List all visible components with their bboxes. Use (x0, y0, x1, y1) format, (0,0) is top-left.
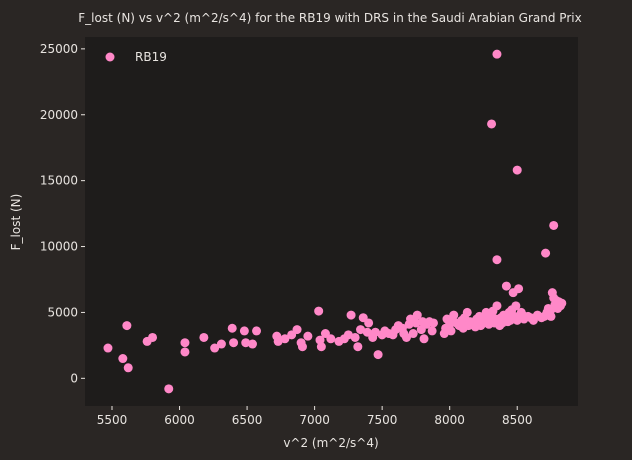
data-point (462, 307, 472, 317)
data-point (427, 326, 437, 336)
data-point (297, 342, 307, 352)
data-points (103, 49, 567, 394)
data-point (227, 323, 237, 333)
data-point (118, 354, 128, 364)
data-point (541, 248, 551, 258)
data-point (180, 347, 190, 357)
data-point (210, 343, 220, 353)
y-tick-label: 20000 (40, 108, 78, 122)
data-point (280, 334, 290, 344)
data-point (557, 298, 567, 308)
data-point (549, 220, 559, 230)
data-point (303, 331, 313, 341)
data-point (419, 334, 429, 344)
data-point (370, 327, 380, 337)
data-point (273, 336, 283, 346)
data-point (326, 334, 336, 344)
legend-label: RB19 (135, 50, 167, 64)
data-point (199, 332, 209, 342)
legend-marker (105, 52, 115, 62)
y-tick-label: 25000 (40, 42, 78, 56)
chart-title: F_lost (N) vs v^2 (m^2/s^4) for the RB19… (78, 11, 581, 25)
data-point (412, 310, 422, 320)
data-point (350, 332, 360, 342)
x-axis-label: v^2 (m^2/s^4) (283, 436, 378, 450)
x-tick-label: 7000 (299, 413, 330, 427)
data-point (148, 332, 158, 342)
data-point (373, 350, 383, 360)
data-point (180, 338, 190, 348)
data-point (401, 332, 411, 342)
x-tick-label: 8500 (502, 413, 533, 427)
x-tick-label: 8000 (434, 413, 465, 427)
y-axis: 0 5000 10000 15000 20000 25000 (40, 42, 85, 385)
data-point (514, 284, 524, 294)
legend-box (92, 44, 176, 70)
data-point (364, 318, 374, 328)
data-point (346, 310, 356, 320)
y-tick-label: 10000 (40, 240, 78, 254)
data-point (239, 326, 249, 336)
data-point (492, 49, 502, 59)
y-axis-label: F_lost (N) (9, 194, 23, 251)
legend: RB19 (92, 44, 176, 70)
y-tick-label: 5000 (47, 305, 78, 319)
data-point (247, 339, 257, 349)
data-point (487, 119, 497, 129)
data-point (316, 342, 326, 352)
data-point (252, 326, 262, 336)
data-point (292, 325, 302, 335)
data-point (492, 255, 502, 265)
data-point (408, 329, 418, 339)
data-point (216, 339, 226, 349)
data-point (241, 338, 251, 348)
data-point (446, 326, 456, 336)
data-point (229, 338, 239, 348)
data-point (512, 165, 522, 175)
data-point (314, 306, 324, 316)
x-tick-label: 6000 (164, 413, 195, 427)
data-point (103, 343, 113, 353)
data-point (411, 318, 421, 328)
data-point (428, 318, 438, 328)
data-point (492, 301, 502, 311)
data-point (164, 384, 174, 394)
x-tick-label: 5500 (97, 413, 128, 427)
data-point (356, 325, 366, 335)
x-tick-label: 6500 (232, 413, 263, 427)
y-tick-label: 15000 (40, 174, 78, 188)
data-point (449, 310, 459, 320)
y-tick-label: 0 (70, 371, 78, 385)
data-point (501, 281, 511, 291)
x-axis: 5500 6000 6500 7000 7500 8000 8500 (97, 406, 533, 427)
data-point (546, 311, 556, 321)
data-point (343, 330, 353, 340)
data-point (123, 363, 133, 373)
plot-area (85, 37, 578, 406)
data-point (122, 321, 132, 331)
data-point (511, 301, 521, 311)
data-point (353, 342, 363, 352)
x-tick-label: 7500 (367, 413, 398, 427)
